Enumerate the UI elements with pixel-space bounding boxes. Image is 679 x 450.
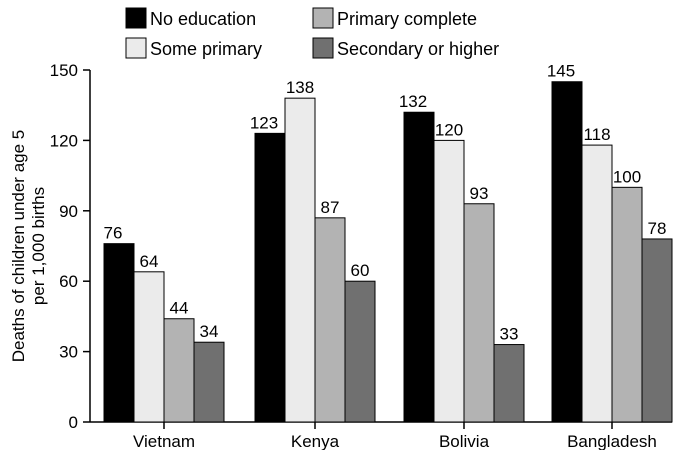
data-label: 145 (547, 62, 575, 81)
bar (463, 203, 495, 423)
y-tick-label: 90 (59, 202, 78, 221)
data-labels: 76 64 44 34 123 138 87 60 132 120 93 33 145 118 100 78 (104, 62, 667, 344)
bar (493, 344, 525, 423)
bar (193, 341, 225, 423)
bar (133, 271, 165, 423)
data-label: 120 (435, 120, 463, 139)
bar (254, 132, 286, 423)
bar (403, 111, 435, 423)
x-tick-label: Kenya (291, 432, 340, 450)
axes: 0 30 60 90 120 150 Vietnam Kenya Bolivia Banglade… (50, 61, 672, 450)
x-tick-label: Bangladesh (567, 432, 657, 450)
x-tick-label: Bolivia (439, 432, 490, 450)
bar (611, 186, 643, 423)
y-axis-title-line: per 1,000 births (29, 187, 48, 305)
data-label: 123 (250, 113, 278, 132)
legend-swatch (125, 7, 147, 29)
legend-swatch (312, 7, 334, 29)
data-label: 138 (286, 78, 314, 97)
data-label: 33 (500, 325, 519, 344)
legend-label: Some primary (150, 39, 262, 59)
legend-swatch (125, 37, 147, 59)
y-tick-label: 30 (59, 343, 78, 362)
data-label: 44 (170, 299, 189, 318)
legend-label: Primary complete (337, 9, 477, 29)
bars (103, 81, 673, 423)
data-label: 78 (648, 219, 667, 238)
bar (103, 243, 135, 423)
bar (581, 144, 613, 423)
legend-label: Secondary or higher (337, 39, 499, 59)
y-tick-label: 60 (59, 272, 78, 291)
data-label: 60 (351, 261, 370, 280)
y-tick-label: 150 (50, 61, 78, 80)
legend-label: No education (150, 9, 256, 29)
y-axis-title: Deaths of children under age 5 per 1,000 … (9, 130, 48, 363)
legend-swatch (312, 37, 334, 59)
data-label: 118 (583, 125, 610, 144)
data-label: 87 (321, 198, 340, 217)
data-label: 76 (104, 224, 123, 243)
bar (641, 238, 673, 423)
y-tick-label: 0 (69, 413, 78, 432)
bar (344, 280, 376, 423)
data-label: 34 (200, 322, 219, 341)
data-label: 132 (399, 92, 427, 111)
legend: No education Some primary Primary complete… (125, 7, 499, 59)
y-axis-title-line: Deaths of children under age 5 (9, 130, 28, 363)
bar (284, 97, 316, 423)
bar (314, 217, 346, 423)
data-label: 93 (470, 184, 489, 203)
bar (163, 318, 195, 423)
data-label: 64 (140, 252, 159, 271)
data-label: 100 (613, 167, 641, 186)
x-tick-label: Vietnam (133, 432, 195, 450)
y-tick-label: 120 (50, 131, 78, 150)
bar (433, 139, 465, 423)
bar (551, 81, 583, 423)
